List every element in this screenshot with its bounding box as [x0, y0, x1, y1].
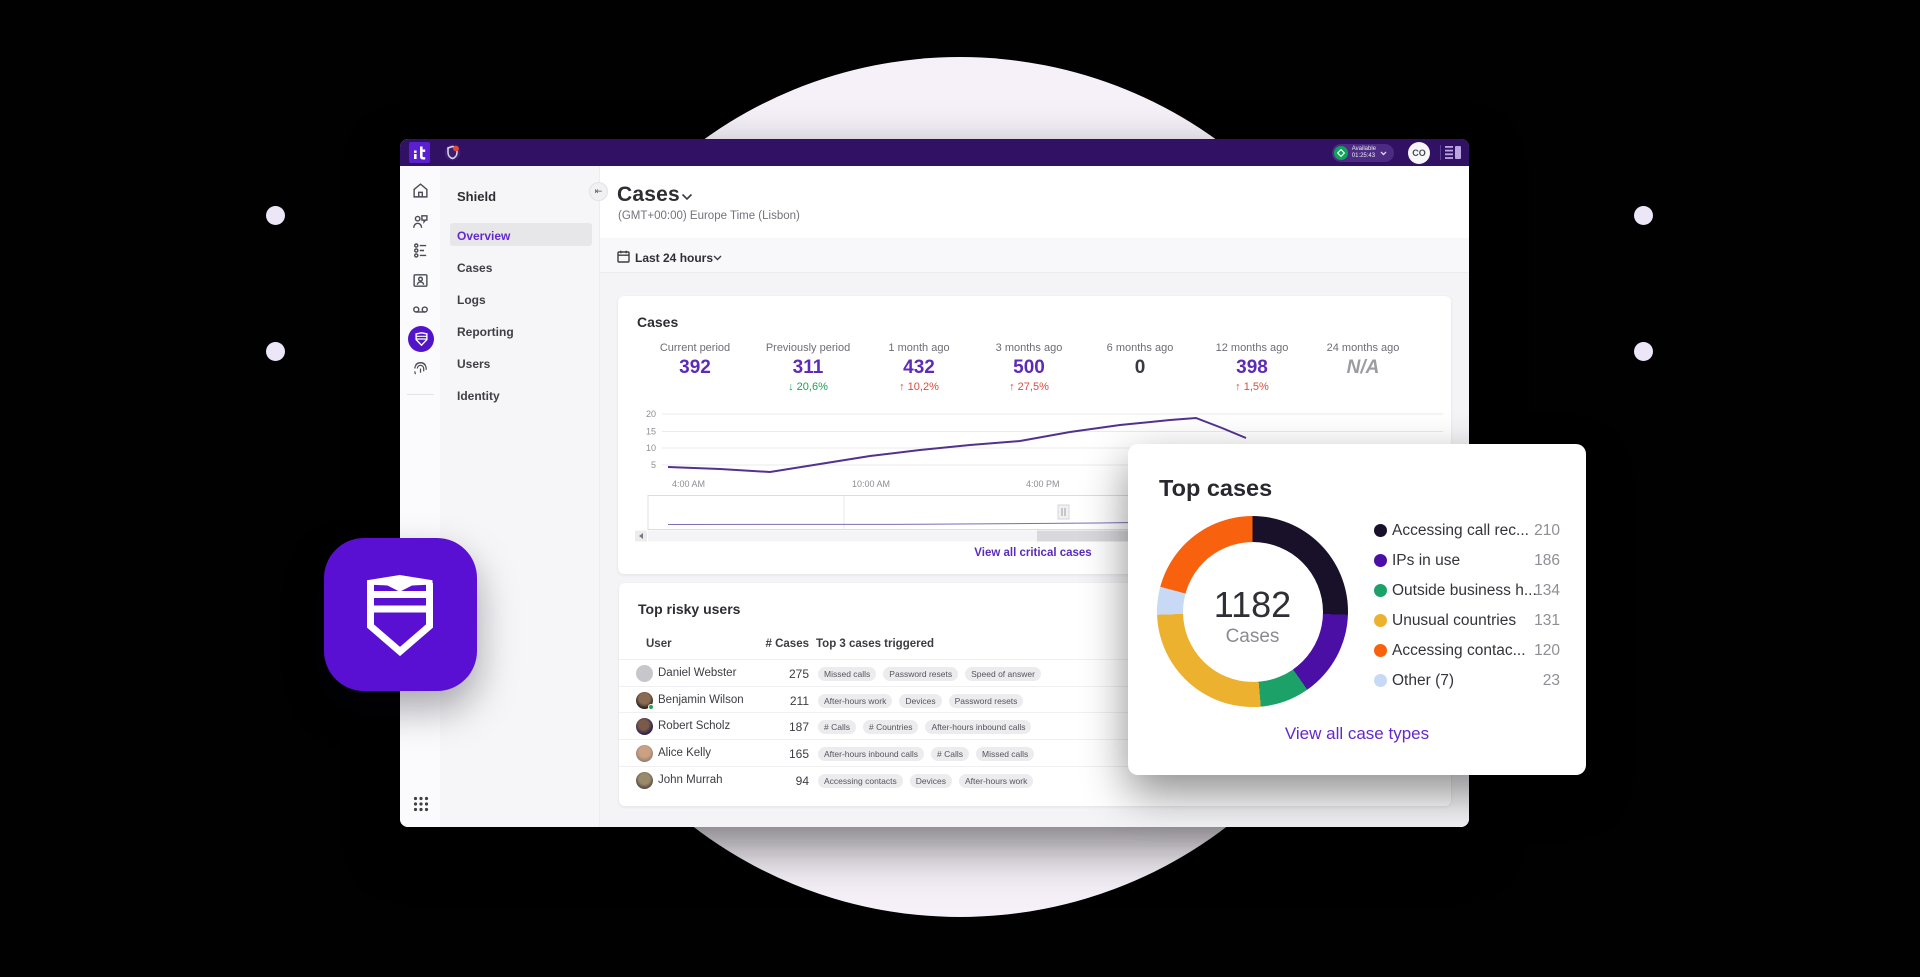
svg-text:5: 5	[651, 460, 656, 470]
svg-text:10:00 AM: 10:00 AM	[852, 479, 890, 489]
svg-text:20: 20	[646, 409, 656, 419]
svg-text:View all critical cases: View all critical cases	[974, 547, 1091, 559]
svg-text:4:00 PM: 4:00 PM	[1026, 479, 1060, 489]
svg-text:4:00 AM: 4:00 AM	[672, 479, 705, 489]
svg-text:10: 10	[646, 443, 656, 453]
svg-text:15: 15	[646, 427, 656, 437]
